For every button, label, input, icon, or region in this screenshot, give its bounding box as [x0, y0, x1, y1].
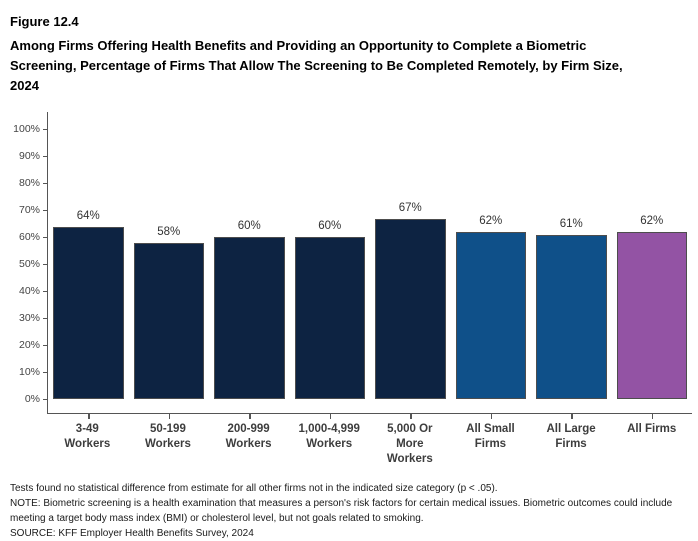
- bar-value-label: 62%: [479, 215, 503, 228]
- bar: [214, 237, 285, 400]
- x-axis-tick-mark: [249, 414, 251, 420]
- bar-value-label: 67%: [398, 201, 422, 214]
- x-axis-tick-mark: [651, 414, 654, 420]
- x-axis-category-label: All Small Firms: [466, 423, 515, 451]
- x-axis-category-label: 5,000 Or More Workers: [386, 423, 433, 466]
- y-axis-tick-mark: [42, 182, 47, 185]
- bar-slot: 67%: [375, 202, 446, 420]
- bar-slot: 61%: [536, 218, 607, 420]
- footnote-source: SOURCE: KFF Employer Health Benefits Sur…: [10, 528, 254, 540]
- bar: [536, 234, 607, 400]
- y-axis-tick-mark: [42, 236, 47, 239]
- plot-area: 64% 58% 60% 60% 67% 62% 61% 62% 0% 10% 20% 30% 40% 5…: [13, 112, 692, 420]
- x-axis-tick-mark: [490, 414, 493, 420]
- x-axis-category-label: All Firms: [627, 423, 677, 436]
- bar-value-label: 64%: [76, 209, 100, 222]
- figure-header: Figure 12.4 Among Firms Offering Health …: [0, 0, 698, 96]
- bar-chart: 64% 58% 60% 60% 67% 62% 61% 62% 0% 10% 20% 30% 40% 5…: [13, 112, 692, 467]
- bar: [294, 237, 365, 400]
- bar-slot: 60%: [294, 220, 365, 420]
- footnotes: Tests found no statistical difference fr…: [0, 467, 698, 541]
- y-axis-tick-mark: [42, 371, 47, 374]
- figure-number: Figure 12.4: [10, 14, 79, 29]
- y-axis-tick-mark: [42, 128, 47, 131]
- bar-slot: 60%: [214, 220, 285, 420]
- y-axis-tick-mark: [42, 263, 47, 266]
- bars: 64% 58% 60% 60% 67% 62% 61% 62%: [48, 112, 692, 420]
- y-axis-tick-label: 20%: [18, 339, 40, 352]
- bar: [616, 232, 687, 400]
- x-axis-category-label: 50-199 Workers: [145, 423, 191, 451]
- x-axis-category-label: 200-999 Workers: [225, 423, 272, 451]
- footnote-note: NOTE: Biometric screening is a health ex…: [10, 498, 673, 525]
- x-axis-tick-mark: [329, 414, 332, 420]
- y-axis-tick-mark: [42, 290, 47, 293]
- bar-value-label: 61%: [559, 217, 583, 230]
- bar: [375, 218, 446, 400]
- y-axis-tick-label: 70%: [18, 204, 40, 217]
- y-axis-tick-label: 40%: [18, 285, 40, 298]
- y-axis-tick-mark: [42, 398, 47, 401]
- bar-slot: 58%: [133, 226, 204, 420]
- bar-slot: 62%: [455, 215, 526, 420]
- x-axis-category-label: All Large Firms: [546, 423, 596, 451]
- y-axis-tick-label: 30%: [18, 312, 40, 325]
- x-axis-category-label: 1,000-4,999 Workers: [298, 423, 360, 451]
- y-axis-tick-label: 100%: [13, 123, 40, 136]
- bar: [53, 226, 124, 400]
- y-axis-tick-mark: [42, 155, 47, 158]
- bar-slot: 64%: [53, 210, 124, 420]
- y-axis-tick-label: 0%: [24, 393, 40, 406]
- y-axis-tick-mark: [42, 209, 47, 212]
- bar-value-label: 62%: [640, 215, 664, 228]
- y-axis-tick-label: 80%: [18, 177, 40, 190]
- bar-value-label: 60%: [237, 220, 261, 233]
- y-axis-tick-label: 90%: [18, 150, 40, 163]
- bar: [455, 232, 526, 400]
- x-axis-tick-mark: [168, 414, 171, 420]
- y-axis-tick-mark: [42, 317, 47, 320]
- y-axis-tick-label: 10%: [18, 366, 40, 379]
- y-axis-tick-label: 50%: [18, 258, 40, 271]
- bar-slot: 62%: [616, 215, 687, 420]
- x-axis-tick-mark: [88, 414, 90, 420]
- footnote-tests: Tests found no statistical difference fr…: [10, 483, 498, 495]
- figure-title: Among Firms Offering Health Benefits and…: [10, 38, 623, 94]
- x-axis-tick-mark: [571, 414, 573, 420]
- y-axis-tick-mark: [42, 344, 47, 347]
- x-axis-tick-mark: [410, 414, 412, 420]
- bar-value-label: 60%: [318, 220, 342, 233]
- y-axis-tick-label: 60%: [18, 231, 40, 244]
- x-axis-labels: 3-49 Workers 50-199 Workers 200-999 Worker…: [47, 414, 692, 467]
- x-axis-category-label: 3-49 Workers: [64, 423, 111, 451]
- bar: [133, 242, 204, 400]
- bar-value-label: 58%: [157, 225, 181, 238]
